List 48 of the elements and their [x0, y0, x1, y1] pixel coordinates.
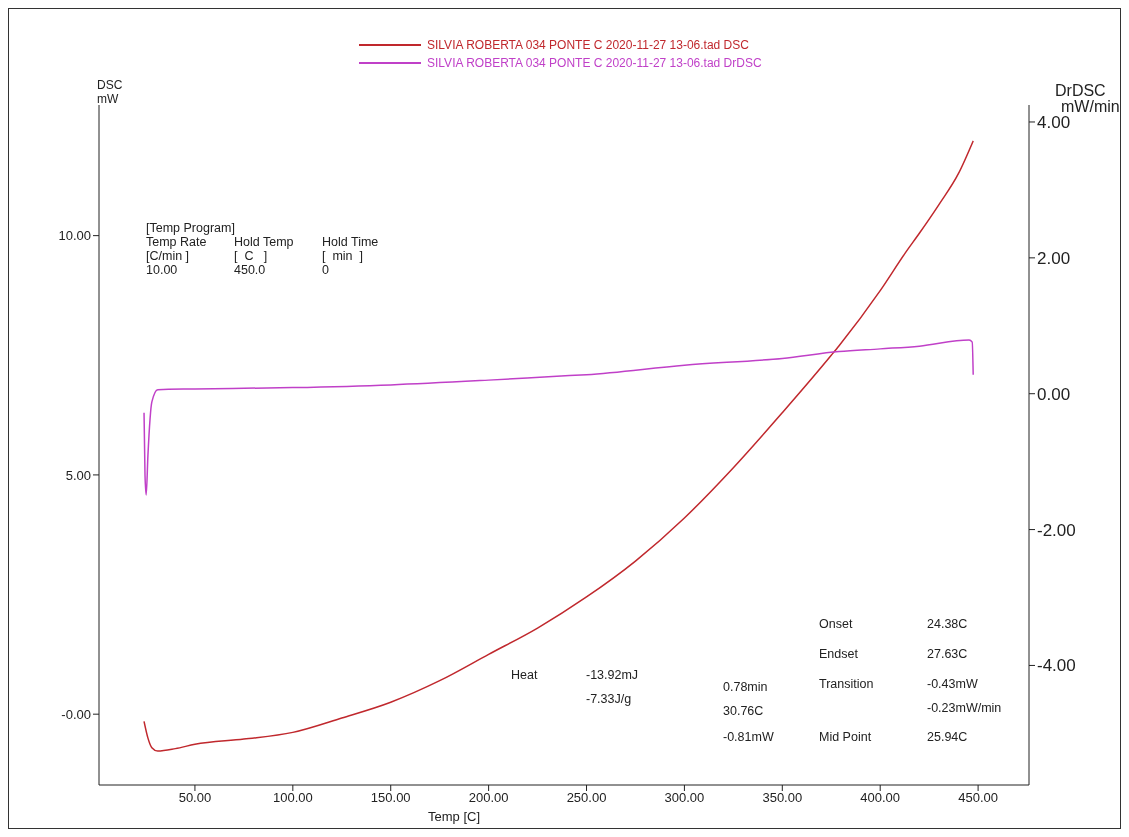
annotation: 25.94C [927, 730, 968, 744]
text: SILVIA ROBERTA 034 PONTE C 2020-11-27 13-06.tad DrDSC [427, 56, 762, 70]
x-tick-label: 400.00 [860, 790, 901, 806]
annotation: Transition [819, 677, 874, 691]
annotation: Heat [511, 668, 538, 682]
annotation: -7.33J/g [586, 692, 632, 706]
y-tick-label: -0.00 [61, 706, 91, 722]
y-tick-label: 5.00 [65, 467, 91, 483]
annotation: -0.43mW [927, 677, 978, 691]
annotation: -13.92mJ [586, 668, 639, 682]
y2-tick-label: 2.00 [1037, 248, 1071, 268]
y2-axis-title: DrDSC mW/min [1055, 82, 1120, 115]
y2-tick-label: -4.00 [1037, 656, 1076, 676]
text: SILVIA ROBERTA 034 PONTE C 2020-11-27 13-06.tad DSC [427, 38, 750, 52]
annotation: -0.23mW/min [927, 701, 1002, 715]
annotation: 0.78min [723, 680, 768, 694]
x-tick-label: 350.00 [762, 790, 803, 806]
annotation: Hold Time [322, 235, 379, 249]
annotation: -0.81mW [723, 730, 774, 744]
annotation: [Temp Program] [146, 221, 235, 235]
x-tick-label: 50.00 [178, 790, 212, 806]
annotation: 30.76C [723, 704, 764, 718]
x-tick-label: 200.00 [468, 790, 509, 806]
y2-tick-label: -2.00 [1037, 520, 1076, 540]
annotation: [ min ] [322, 249, 363, 263]
y-axis-title: DSC mW [97, 78, 123, 106]
x-tick-label: 450.00 [958, 790, 998, 806]
x-axis-title: Temp [C] [427, 809, 481, 824]
annotation: 27.63C [927, 647, 968, 661]
y-tick-label: 10.00 [58, 228, 91, 244]
y2-tick-label: 4.00 [1037, 113, 1071, 133]
annotation: [C/min ] [146, 249, 190, 263]
x-tick-label: 300.00 [664, 790, 705, 806]
x-tick-label: 100.00 [272, 790, 313, 806]
annotation: Temp Rate [146, 235, 207, 249]
x-tick-label: 250.00 [566, 790, 607, 806]
y2-tick-label: 0.00 [1037, 384, 1071, 404]
annotation: Mid Point [819, 730, 872, 744]
x-tick-label: 150.00 [370, 790, 411, 806]
annotation: 10.00 [146, 263, 178, 277]
annotation: Endset [819, 647, 859, 661]
annotation: Hold Temp [234, 235, 294, 249]
annotation: [ C ] [234, 249, 268, 263]
annotation: 24.38C [927, 617, 968, 631]
annotation: Onset [819, 617, 853, 631]
annotation: 0 [322, 263, 329, 277]
line-series [143, 339, 974, 496]
annotation: 450.0 [234, 263, 266, 277]
